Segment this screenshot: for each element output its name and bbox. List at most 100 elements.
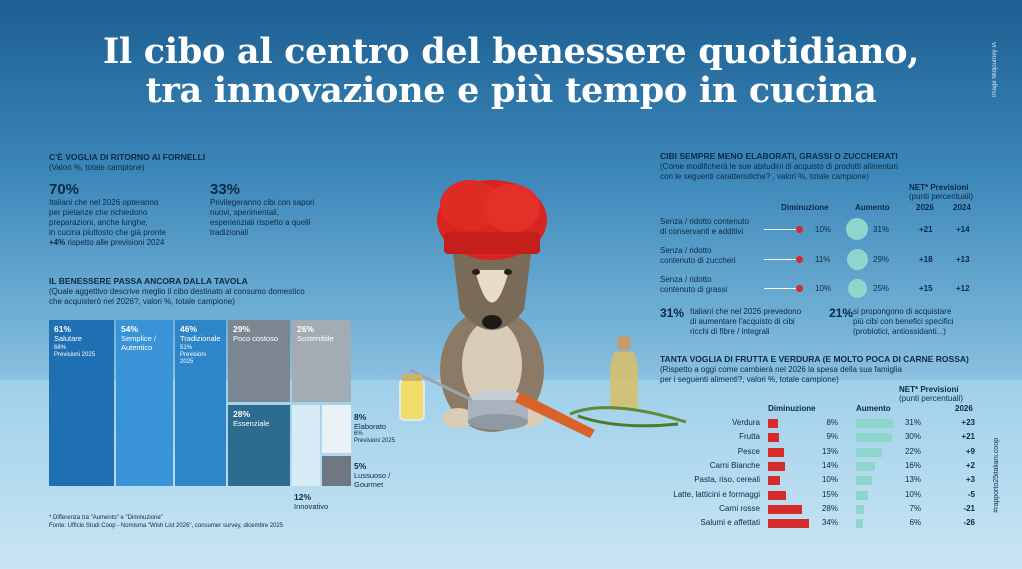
food-aum-bar-salumi-e-affettati bbox=[856, 519, 864, 529]
habit-row-3-label: Senza / ridotto contenuto di grassi bbox=[660, 275, 727, 295]
stat2-line-2: nuovi, sperimentali, bbox=[210, 208, 279, 217]
habit-label-line: contenuto di grassi bbox=[660, 285, 728, 294]
title-line-1: Il cibo al centro del benessere quotidia… bbox=[102, 31, 920, 72]
section4-col-2026: 2026 bbox=[955, 404, 973, 413]
section3-col-net: NET* Previsioni bbox=[909, 183, 969, 192]
food-dim-bar-carni-rosse bbox=[768, 504, 802, 514]
benefit-line: più cibi con benefici specifici bbox=[853, 317, 954, 326]
section3-col-dim: Diminuzione bbox=[781, 203, 829, 212]
food-aum-value: 7% bbox=[909, 503, 921, 513]
section4-col-dim: Diminuzione bbox=[768, 404, 816, 413]
food-aum-bar-pesce bbox=[856, 447, 883, 457]
page-title: Il cibo al centro del benessere quotidia… bbox=[0, 32, 1022, 110]
section4-col-net: NET* Previsioni bbox=[899, 385, 959, 394]
habit-label-line: Senza / ridotto bbox=[660, 246, 712, 255]
cell-label: Poco costoso bbox=[233, 334, 279, 343]
cell-label: Salutare bbox=[54, 334, 82, 343]
food-aum-bar-frutta bbox=[856, 433, 892, 443]
stat2-line-1: Privilegeranno cibi con sapori bbox=[210, 198, 315, 207]
food-label-frutta: Frutta bbox=[739, 432, 760, 442]
food-net-value: -21 bbox=[963, 503, 975, 513]
stat1-line-1: Italiani che nel 2026 opteranno bbox=[49, 198, 159, 207]
habit-row-3-dim-dot bbox=[796, 285, 803, 292]
food-aum-value: 31% bbox=[904, 418, 921, 427]
stat1-delta-text: rispetto alle previsioni 2024 bbox=[65, 238, 165, 247]
cell-pct: 28% bbox=[233, 409, 251, 419]
cell-pct: 54% bbox=[121, 324, 139, 334]
cell-prev: 6% bbox=[354, 431, 363, 437]
stat1-line-2: per pietanze che richiedono bbox=[49, 208, 148, 217]
cell-pct: 5% bbox=[354, 461, 367, 471]
food-aum-value: 10% bbox=[904, 489, 921, 499]
food-label-pesce: Pesce bbox=[737, 446, 760, 456]
food-net-value: +23 bbox=[961, 418, 975, 427]
treemap-cell-semplice: 54% Semplice / Autentico bbox=[116, 320, 173, 486]
stat2-value: 33% bbox=[210, 181, 241, 198]
habit-leader bbox=[764, 288, 796, 289]
herbs-illustration bbox=[569, 406, 687, 428]
habit-row-1-dim-dot bbox=[796, 226, 803, 233]
cell-label: Lussuoso / bbox=[354, 471, 391, 480]
food-dim-value: 13% bbox=[821, 446, 838, 456]
section4-subheading-2: per i seguenti alimenti?, valori %, tota… bbox=[660, 375, 839, 384]
habit-row-2-net2024: +13 bbox=[956, 255, 970, 264]
food-aum-bar-carni-rosse bbox=[856, 504, 865, 514]
section3-subheading-1: (Come modificherà le sue abitudini di ac… bbox=[660, 162, 898, 171]
stat1-delta: +4% bbox=[49, 238, 66, 247]
treemap-cell-innovativo bbox=[292, 405, 320, 486]
habit-row-1-aum-bubble bbox=[846, 218, 868, 240]
habit-row-2-label: Senza / ridotto contenuto di zuccheri bbox=[660, 246, 736, 266]
habit-row-1-label: Senza / ridotto contenuto di conservanti… bbox=[660, 217, 749, 237]
habit-row-3-aum-bubble bbox=[848, 279, 867, 298]
food-net-value: -26 bbox=[963, 518, 975, 528]
habit-row-3-dim: 10% bbox=[815, 284, 832, 293]
section4-heading: TANTA VOGLIA DI FRUTTA E VERDURA (E MOLT… bbox=[660, 354, 969, 364]
cell-prev: 51% bbox=[180, 345, 193, 351]
habit-row-1-aum: 31% bbox=[873, 225, 890, 234]
juice-jar-illustration bbox=[399, 374, 425, 421]
cell-label: Essenziale bbox=[233, 419, 270, 428]
habit-row-3-aum: 25% bbox=[873, 284, 890, 293]
habit-row-2-dim: 11% bbox=[815, 255, 831, 264]
section4-col-aum: Aumento bbox=[856, 404, 891, 413]
cell-prev-label: Previsioni 2025 bbox=[54, 352, 96, 358]
section2-heading: IL BENESSERE PASSA ANCORA DALLA TAVOLA bbox=[49, 276, 248, 286]
stat1-line-5: +4% rispetto alle previsioni 2024 bbox=[49, 238, 209, 248]
stat1-text: Italiani che nel 2026 opteranno per piet… bbox=[49, 198, 209, 248]
food-dim-bar-frutta bbox=[768, 433, 779, 443]
food-label-latte-latticini-e-formaggi: Latte, latticini e formaggi bbox=[673, 489, 760, 499]
food-dim-value: 8% bbox=[826, 418, 838, 427]
food-label-carni-bianche: Carni Bianche bbox=[709, 460, 760, 470]
section3-subheading: (Come modificherà le sue abitudini di ac… bbox=[660, 162, 898, 182]
food-aum-bar-latte-latticini-e-formaggi bbox=[856, 490, 868, 500]
stat1-line-3: preparazioni, anche lunghe, bbox=[49, 218, 148, 227]
section3-col-2026: 2026 bbox=[916, 203, 934, 212]
food-net-value: +9 bbox=[965, 446, 975, 456]
section3-col-aum: Aumento bbox=[855, 203, 890, 212]
food-net-value: +3 bbox=[965, 475, 975, 485]
cell-label: Elaborato bbox=[354, 422, 387, 431]
food-net-value: +21 bbox=[961, 432, 975, 442]
cell-label: Semplice / bbox=[121, 334, 157, 343]
food-net-value: +2 bbox=[965, 460, 975, 470]
dog-chef-illustration bbox=[409, 180, 595, 438]
food-dim-bar-latte-latticini-e-formaggi bbox=[768, 490, 786, 500]
section3-heading: CIBI SEMPRE MENO ELABORATI, GRASSI O ZUC… bbox=[660, 151, 898, 161]
cell-label: Innovativo bbox=[294, 502, 329, 511]
hashtag: #rapporto25italiani.coop bbox=[993, 438, 1000, 513]
habit-row-2-net2026: +18 bbox=[919, 255, 933, 264]
cell-pct: 12% bbox=[294, 492, 312, 502]
treemap-cell-lussuoso bbox=[322, 456, 351, 486]
cell-label: Autentico bbox=[121, 343, 153, 352]
stat2-line-4: tradizionali bbox=[210, 228, 249, 237]
benefit-stat-value: 21% bbox=[829, 306, 854, 320]
section3-col-net-sub: (punti percentuali) bbox=[909, 192, 974, 201]
footnote-net: * Differenza tra "Aumento" e "Diminuzion… bbox=[49, 515, 163, 521]
food-dim-value: 10% bbox=[821, 475, 838, 485]
cell-pct: 61% bbox=[54, 324, 72, 334]
food-label-pasta-riso-cereali: Pasta, riso, cereali bbox=[694, 475, 760, 485]
food-aum-value: 22% bbox=[904, 446, 921, 456]
treemap-cell-sostenibile: 26% Sostenibile bbox=[292, 320, 351, 402]
food-aum-value: 30% bbox=[904, 432, 921, 442]
cell-label: Tradizionale bbox=[180, 334, 221, 343]
